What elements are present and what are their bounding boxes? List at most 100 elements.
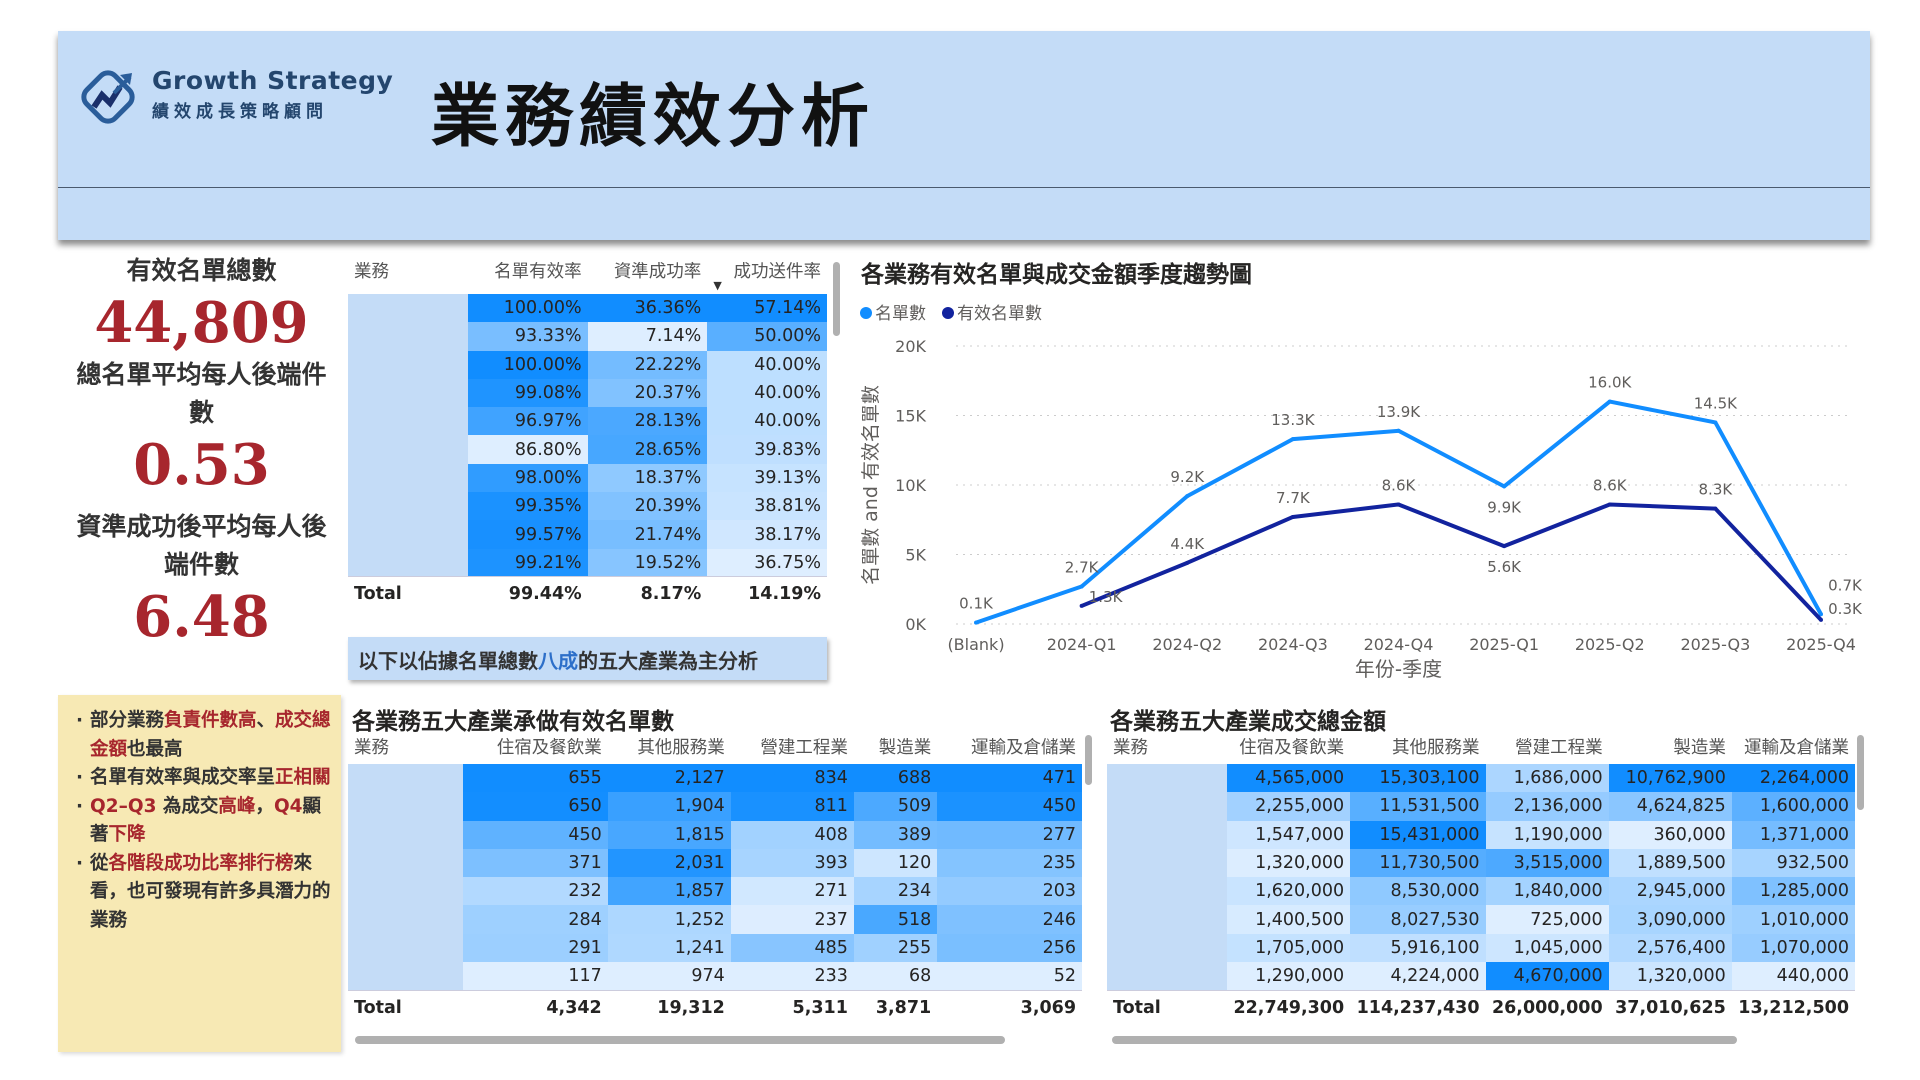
company-logo: Growth Strategy 績效成長策略顧問 xyxy=(80,63,393,125)
header-banner: Growth Strategy 績效成長策略顧問 業務績效分析 xyxy=(58,31,1870,240)
y-tick-label: 15K xyxy=(895,407,926,426)
value-cell: 2,031 xyxy=(607,848,731,878)
table-row[interactable]: 291 1,241 485 255 256 xyxy=(348,933,1082,963)
column-header-label: 住宿及餐飲業 xyxy=(1239,737,1345,758)
note-highlight: 下降 xyxy=(108,824,146,845)
table-row[interactable]: 1,290,000 4,224,000 4,670,000 1,320,000 440,… xyxy=(1107,962,1855,991)
legend-label[interactable]: 名單數 xyxy=(875,304,926,324)
table-row[interactable]: 4,565,000 15,303,100 1,686,000 10,762,900 2,… xyxy=(1107,764,1855,793)
data-point[interactable] xyxy=(1079,584,1084,589)
total-row: Total 99.44% 8.17% 14.19% xyxy=(348,576,827,611)
column-header[interactable]: 名單有效率 xyxy=(468,254,588,294)
column-header[interactable]: 運輸及倉儲業 xyxy=(1732,728,1855,764)
table-row[interactable]: 1,547,000 15,431,000 1,190,000 360,000 1,371… xyxy=(1107,820,1855,849)
table-row[interactable]: 1,705,000 5,916,100 1,045,000 2,576,400 1,07… xyxy=(1107,933,1855,963)
data-point[interactable] xyxy=(1290,514,1295,519)
column-header[interactable]: 業務 xyxy=(1107,728,1227,764)
insight-note: 部分業務負責件數高、成交總金額也最高名單有效率與成交率呈正相關Q2–Q3 為成交… xyxy=(58,695,341,1052)
data-point[interactable] xyxy=(1185,494,1190,499)
column-header-label: 業務 xyxy=(354,737,389,758)
total-value: 13,212,500 xyxy=(1731,989,1855,1025)
value-cell: 1,371,000 xyxy=(1731,820,1855,849)
data-point[interactable] xyxy=(1607,399,1612,404)
data-point[interactable] xyxy=(1713,420,1718,425)
value-cell: 235 xyxy=(937,848,1082,878)
table-row[interactable]: 100.00% 22.22% 40.00% xyxy=(348,350,827,379)
table-row[interactable]: 650 1,904 811 509 450 xyxy=(348,792,1082,821)
column-header[interactable]: 住宿及餐飲業 xyxy=(1227,728,1350,764)
data-point[interactable] xyxy=(974,620,978,625)
column-header[interactable]: 運輸及倉儲業 xyxy=(937,728,1082,764)
data-label: 1.3K xyxy=(1089,588,1124,606)
data-point[interactable] xyxy=(1396,502,1401,507)
column-header[interactable]: 營建工程業 xyxy=(1486,728,1609,764)
table-row[interactable]: 96.97% 28.13% 40.00% xyxy=(348,407,827,436)
value-cell: 39.83% xyxy=(707,435,827,464)
table-row[interactable]: 2,255,000 11,531,500 2,136,000 4,624,825 1,6… xyxy=(1107,792,1855,821)
rate-table-scrollbar[interactable] xyxy=(833,262,840,336)
total-value: 3,069 xyxy=(937,989,1082,1025)
table-row[interactable]: 655 2,127 834 688 471 xyxy=(348,764,1082,793)
column-header[interactable]: 業務 xyxy=(348,254,468,294)
data-point[interactable] xyxy=(1502,484,1507,489)
column-header[interactable]: 營建工程業 xyxy=(731,728,854,764)
kpi-panel: 有效名單總數 44,809 總名單平均每人後端件數 0.53 資準成功後平均每人… xyxy=(58,252,345,650)
table-row[interactable]: 450 1,815 408 389 277 xyxy=(348,820,1082,849)
data-point[interactable] xyxy=(1396,428,1401,433)
column-header[interactable]: 住宿及餐飲業 xyxy=(463,728,608,764)
value-cell: 1,070,000 xyxy=(1731,933,1855,963)
column-header[interactable]: 其他服務業 xyxy=(608,728,731,764)
table-row[interactable]: 99.08% 20.37% 40.00% xyxy=(348,378,827,408)
count-table-scrollbar-h[interactable] xyxy=(355,1036,1005,1044)
table-row[interactable]: 93.33% 7.14% 50.00% xyxy=(348,322,827,351)
data-label: 2.7K xyxy=(1065,558,1100,576)
column-header[interactable]: 其他服務業 xyxy=(1350,728,1485,764)
column-header[interactable]: 成功送件率 ▼ xyxy=(707,254,827,294)
count-table-scrollbar-v[interactable] xyxy=(1085,735,1092,785)
table-row[interactable]: 99.21% 19.52% 36.75% xyxy=(348,548,827,577)
value-cell: 19.52% xyxy=(587,548,708,577)
value-cell: 99.57% xyxy=(468,520,588,549)
column-header[interactable]: 資準成功率 xyxy=(588,254,708,294)
x-tick-label: 2025-Q1 xyxy=(1469,635,1539,654)
table-row[interactable]: 86.80% 28.65% 39.83% xyxy=(348,435,827,464)
amount-table-title: 各業務五大產業成交總金額 xyxy=(1110,709,1386,735)
value-cell: 38.17% xyxy=(707,520,827,549)
table-row[interactable]: 284 1,252 237 518 246 xyxy=(348,905,1082,934)
value-cell: 120 xyxy=(853,848,938,878)
data-point[interactable] xyxy=(1502,544,1507,549)
sort-descending-icon[interactable]: ▼ xyxy=(713,279,722,292)
column-header-label: 住宿及餐飲業 xyxy=(496,737,602,758)
legend-label[interactable]: 有效名單數 xyxy=(957,304,1042,324)
data-point[interactable] xyxy=(1185,560,1190,565)
value-cell: 20.37% xyxy=(587,378,708,408)
data-point[interactable] xyxy=(1607,502,1612,507)
amount-table-scrollbar-v[interactable] xyxy=(1857,735,1864,810)
table-row[interactable]: 98.00% 18.37% 39.13% xyxy=(348,463,827,493)
column-header[interactable]: 業務 xyxy=(348,728,463,764)
table-row[interactable]: 100.00% 36.36% 57.14% xyxy=(348,294,827,323)
data-point[interactable] xyxy=(1290,437,1295,442)
amount-table-scrollbar-h[interactable] xyxy=(1112,1036,1737,1044)
table-row[interactable]: 371 2,031 393 120 235 xyxy=(348,848,1082,878)
table-row[interactable]: 232 1,857 271 234 203 xyxy=(348,877,1082,906)
column-header[interactable]: 製造業 xyxy=(854,728,937,764)
data-point[interactable] xyxy=(1819,617,1823,622)
data-point[interactable] xyxy=(1079,603,1084,608)
note-item: 從各階段成功比率排行榜來看，也可發現有許多具潛力的業務 xyxy=(76,850,333,936)
table-row[interactable]: 117 974 233 68 52 xyxy=(348,962,1082,991)
table-row[interactable]: 1,620,000 8,530,000 1,840,000 2,945,000 1,28… xyxy=(1107,877,1855,906)
table-row[interactable]: 1,400,500 8,027,530 725,000 3,090,000 1,010,… xyxy=(1107,905,1855,934)
row-name-cell xyxy=(348,435,468,464)
table-row[interactable]: 99.57% 21.74% 38.17% xyxy=(348,520,827,549)
data-point[interactable] xyxy=(1713,506,1718,511)
logo-text-en: Growth Strategy xyxy=(152,66,394,95)
column-header-label: 運輸及倉儲業 xyxy=(971,737,1076,758)
column-header[interactable]: 製造業 xyxy=(1609,728,1732,764)
row-name-cell xyxy=(1107,877,1227,906)
series-line[interactable] xyxy=(1080,502,1823,622)
total-row: Total 22,749,300 114,237,430 26,000,000 37,0… xyxy=(1107,989,1855,1025)
data-point[interactable] xyxy=(1819,612,1823,617)
table-row[interactable]: 1,320,000 11,730,500 3,515,000 1,889,500 932… xyxy=(1107,848,1855,878)
table-row[interactable]: 99.35% 20.39% 38.81% xyxy=(348,492,827,521)
